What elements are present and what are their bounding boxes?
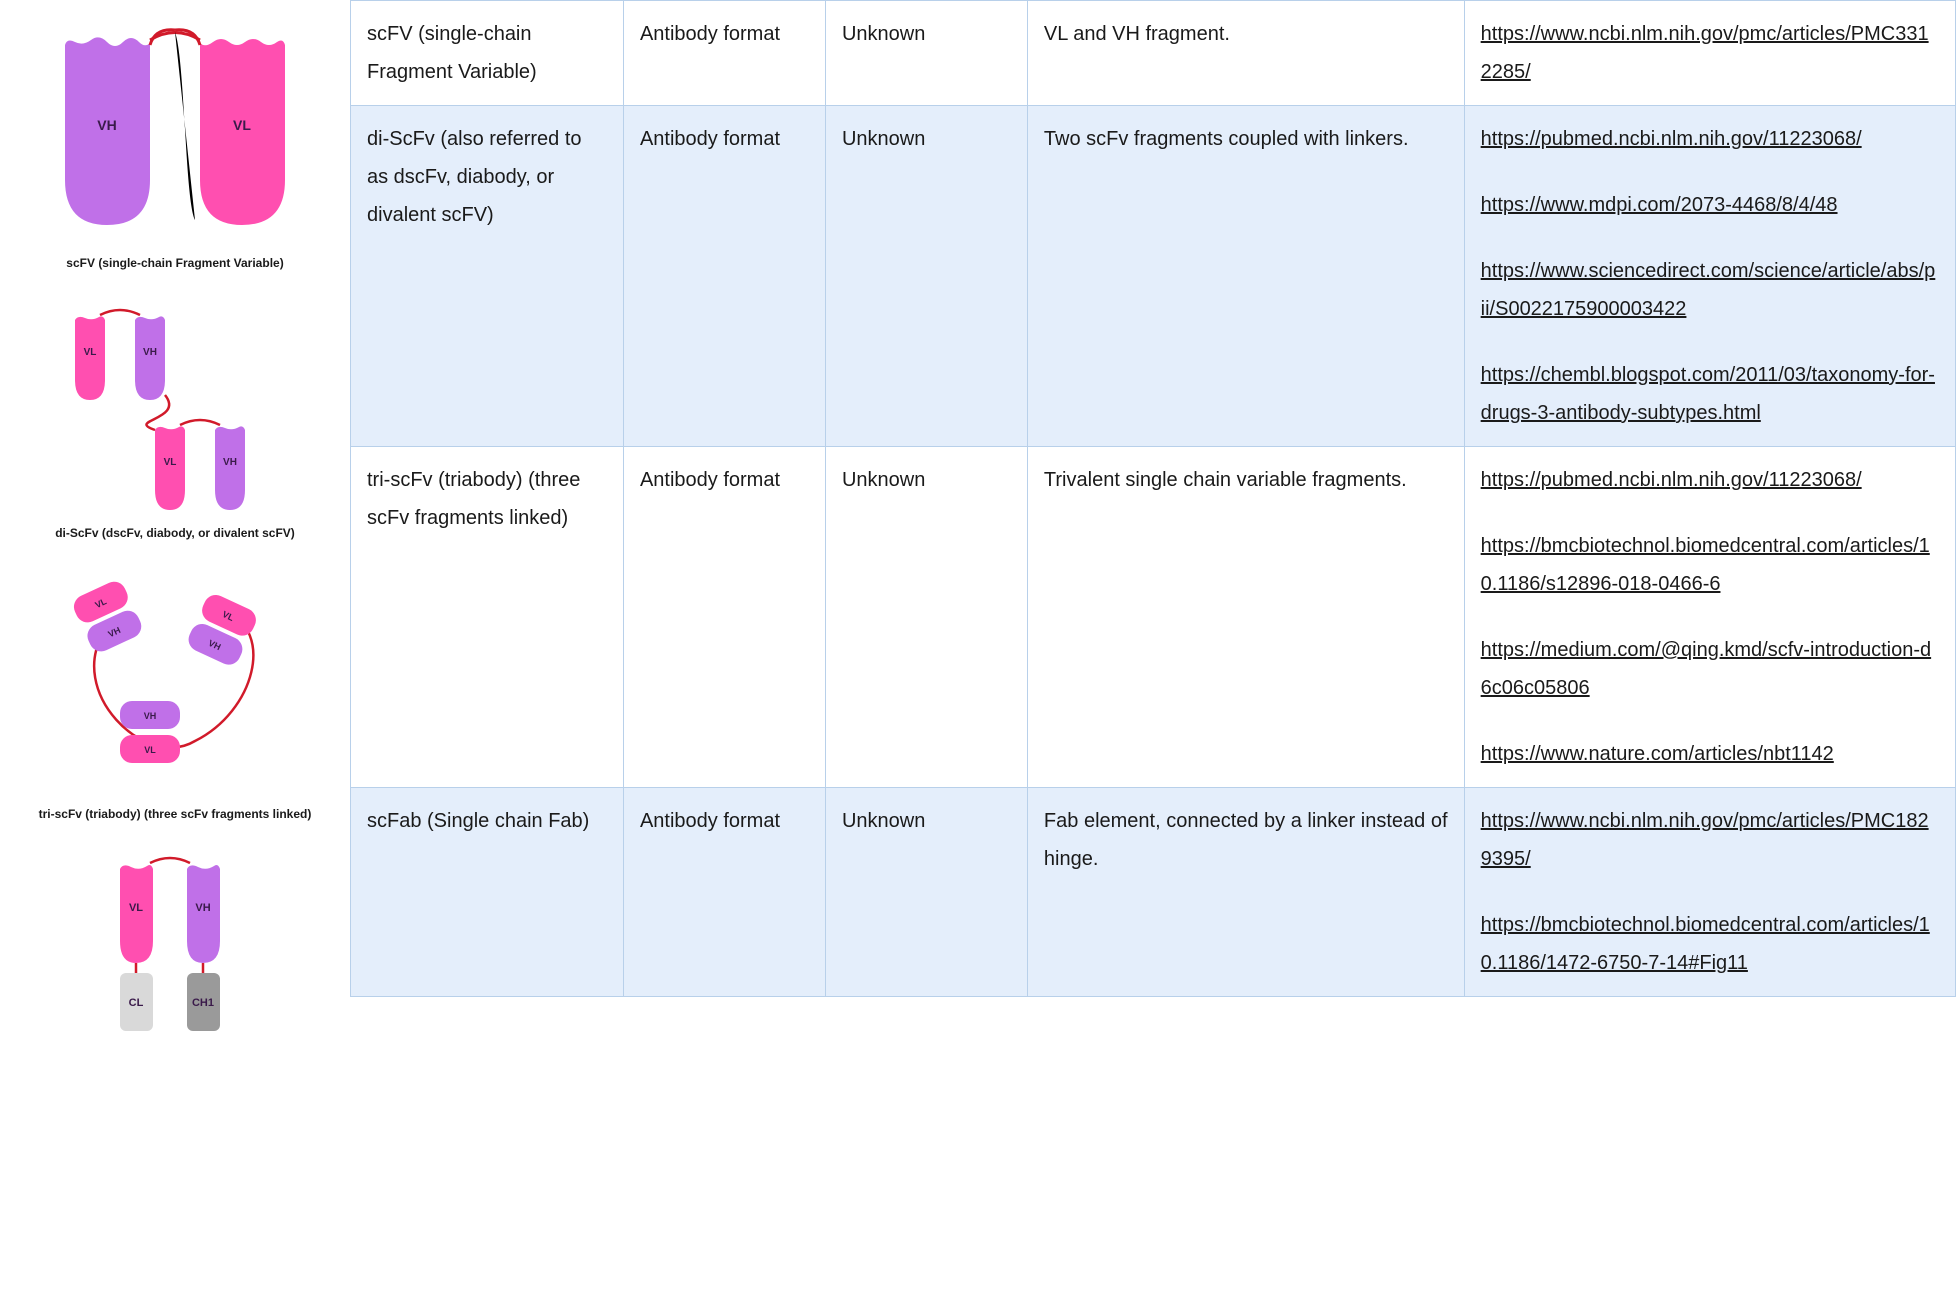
scfv-diagram: VH VL <box>45 20 305 250</box>
vh-label: VH <box>195 902 210 914</box>
figure-caption: di-ScFv (dscFv, diabody, or divalent scF… <box>10 526 340 540</box>
triscfv-diagram: VL VH VL VH VH VL <box>25 571 325 801</box>
discfv-diagram: VL VH VL VH <box>45 300 305 520</box>
vl-label: VL <box>129 902 143 914</box>
reference-link[interactable]: https://bmcbiotechnol.biomedcentral.com/… <box>1481 535 1930 595</box>
cell-name: di-ScFv (also referred to as dscFv, diab… <box>351 106 624 447</box>
ch1-label: CH1 <box>192 997 214 1009</box>
reference-link[interactable]: https://www.mdpi.com/2073-4468/8/4/48 <box>1481 194 1838 216</box>
vh-label: VH <box>97 117 116 133</box>
cell-description: Two scFv fragments coupled with linkers. <box>1027 106 1464 447</box>
reference-link[interactable]: https://www.sciencedirect.com/science/ar… <box>1481 260 1936 320</box>
reference-link[interactable]: https://chembl.blogspot.com/2011/03/taxo… <box>1481 364 1935 424</box>
vl-label: VL <box>164 457 177 468</box>
cell-references: https://www.ncbi.nlm.nih.gov/pmc/article… <box>1464 1 1955 106</box>
cell-name: scFV (single-chain Fragment Variable) <box>351 1 624 106</box>
cl-label: CL <box>129 997 144 1009</box>
figure-discfv: VL VH VL VH di-ScFv (dscFv, diabody, or … <box>10 300 340 540</box>
figure-triscfv: VL VH VL VH VH VL t <box>10 571 340 821</box>
table-row: scFV (single-chain Fragment Variable)Ant… <box>351 1 1956 106</box>
vh-label: VH <box>223 457 237 468</box>
cell-name: scFab (Single chain Fab) <box>351 788 624 997</box>
reference-link[interactable]: https://www.nature.com/articles/nbt1142 <box>1481 743 1834 765</box>
figure-scfab: VL VH CL CH1 <box>10 851 340 1031</box>
page: VH VL scFV (single-chain Fragment Variab… <box>0 0 1956 1306</box>
cell-status: Unknown <box>825 447 1027 788</box>
cell-name: tri-scFv (triabody) (three scFv fragment… <box>351 447 624 788</box>
reference-link[interactable]: https://bmcbiotechnol.biomedcentral.com/… <box>1481 914 1930 974</box>
vl-label: VL <box>84 347 97 358</box>
reference-link[interactable]: https://pubmed.ncbi.nlm.nih.gov/11223068… <box>1481 469 1862 491</box>
figure-sidebar: VH VL scFV (single-chain Fragment Variab… <box>0 0 350 1306</box>
reference-link[interactable]: https://medium.com/@qing.kmd/scfv-introd… <box>1481 639 1931 699</box>
cell-references: https://pubmed.ncbi.nlm.nih.gov/11223068… <box>1464 106 1955 447</box>
cell-description: Fab element, connected by a linker inste… <box>1027 788 1464 997</box>
vl-label: VL <box>144 745 156 755</box>
antibody-format-table-wrap: scFV (single-chain Fragment Variable)Ant… <box>350 0 1956 1306</box>
cell-status: Unknown <box>825 1 1027 106</box>
cell-description: Trivalent single chain variable fragment… <box>1027 447 1464 788</box>
reference-link[interactable]: https://www.ncbi.nlm.nih.gov/pmc/article… <box>1481 810 1929 870</box>
figure-caption: scFV (single-chain Fragment Variable) <box>10 256 340 270</box>
cell-references: https://pubmed.ncbi.nlm.nih.gov/11223068… <box>1464 447 1955 788</box>
cell-description: VL and VH fragment. <box>1027 1 1464 106</box>
cell-type: Antibody format <box>623 788 825 997</box>
vh-label: VH <box>144 711 157 721</box>
table-row: tri-scFv (triabody) (three scFv fragment… <box>351 447 1956 788</box>
cell-status: Unknown <box>825 788 1027 997</box>
vh-label: VH <box>143 347 157 358</box>
reference-link[interactable]: https://pubmed.ncbi.nlm.nih.gov/11223068… <box>1481 128 1862 150</box>
reference-link[interactable]: https://www.ncbi.nlm.nih.gov/pmc/article… <box>1481 23 1929 83</box>
table-row: di-ScFv (also referred to as dscFv, diab… <box>351 106 1956 447</box>
cell-type: Antibody format <box>623 447 825 788</box>
cell-type: Antibody format <box>623 106 825 447</box>
scfab-diagram: VL VH CL CH1 <box>65 851 285 1031</box>
figure-scfv: VH VL scFV (single-chain Fragment Variab… <box>10 20 340 270</box>
figure-caption: tri-scFv (triabody) (three scFv fragment… <box>10 807 340 821</box>
table-row: scFab (Single chain Fab)Antibody formatU… <box>351 788 1956 997</box>
cell-status: Unknown <box>825 106 1027 447</box>
cell-references: https://www.ncbi.nlm.nih.gov/pmc/article… <box>1464 788 1955 997</box>
cell-type: Antibody format <box>623 1 825 106</box>
vl-label: VL <box>233 117 251 133</box>
antibody-format-table: scFV (single-chain Fragment Variable)Ant… <box>350 0 1956 997</box>
